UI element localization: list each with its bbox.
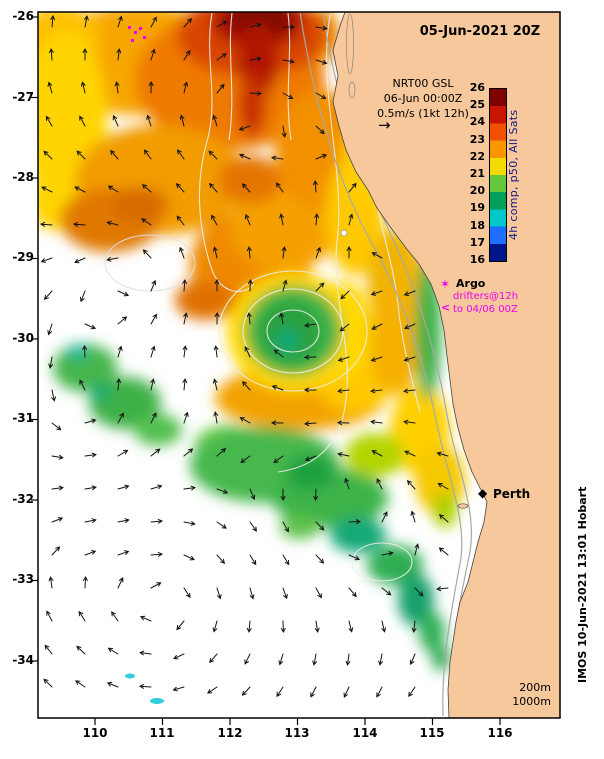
island-small (348, 81, 356, 99)
island-dirk-hartog (346, 13, 354, 75)
x-axis-label: 114 (352, 726, 378, 740)
drifter-track-specks (128, 26, 146, 42)
y-axis-label: -33 (12, 572, 34, 586)
x-axis-label: 111 (149, 726, 175, 740)
x-axis-label: 110 (82, 726, 108, 740)
depth-200m-label: 200m (519, 681, 551, 694)
map-title: 05-Jun-2021 20Z (419, 24, 541, 39)
colorbar-tick: 24 (469, 115, 485, 128)
current-vectors (39, 14, 449, 698)
depth-1000m-label: 1000m (512, 695, 551, 708)
sst-field (38, 12, 465, 671)
scale-arrow-icon: → (378, 116, 391, 134)
model-label: NRT00 GSL (392, 77, 454, 90)
y-axis-label: -32 (12, 492, 34, 506)
y-axis-label: -29 (12, 250, 34, 264)
x-axis-label: 116 (487, 726, 513, 740)
perth-marker-icon: ◆ (478, 486, 488, 500)
colorbar-tick: 18 (469, 219, 485, 232)
argo-label: Argo (456, 277, 486, 290)
scale-label: 0.5m/s (1kt 12h) (377, 107, 469, 120)
cold-specks (125, 673, 164, 704)
y-axis-label: -30 (12, 331, 34, 345)
colorbar-label: 4h comp, p50, All Sats (507, 109, 520, 241)
x-axis-label: 115 (419, 726, 445, 740)
argo-marker-icon: ✶ (440, 277, 451, 291)
island-rottnest (457, 503, 469, 509)
colorbar-strip (489, 88, 507, 262)
y-axis-label: -28 (12, 170, 34, 184)
colorbar-tick: 25 (469, 98, 485, 111)
perth-label: Perth (493, 487, 531, 501)
colorbar-tick: 20 (469, 184, 485, 197)
imos-watermark: IMOS 10-Jun-2021 13:01 Hobart (576, 486, 589, 684)
y-axis-label: -34 (12, 653, 34, 667)
colorbar-tick: 19 (469, 201, 485, 214)
drifter-marker-icon: < (441, 301, 451, 314)
x-axis-label: 112 (217, 726, 243, 740)
axis-ticks (31, 16, 501, 725)
island-abrolhos (340, 229, 348, 237)
colorbar-tick: 26 (469, 81, 485, 94)
x-axis-label: 113 (284, 726, 310, 740)
map-frame (37, 11, 561, 719)
legend-block: NRT00 GSL 06-Jun 00:00Z 0.5m/s (1kt 12h) (364, 76, 482, 121)
drifters-date-label: to 04/06 00Z (453, 304, 518, 315)
drifters-label: drifters@12h (453, 291, 519, 302)
colorbar-tick: 23 (469, 133, 485, 146)
colorbar-tick: 16 (469, 253, 485, 266)
colorbar-tick: 21 (469, 167, 485, 180)
y-axis-label: -31 (12, 411, 34, 425)
colorbar-tick: 22 (469, 150, 485, 163)
y-axis-label: -26 (12, 9, 34, 23)
valid-time-label: 06-Jun 00:00Z (383, 92, 463, 105)
colorbar-tick: 17 (469, 236, 485, 249)
y-axis-label: -27 (12, 90, 34, 104)
